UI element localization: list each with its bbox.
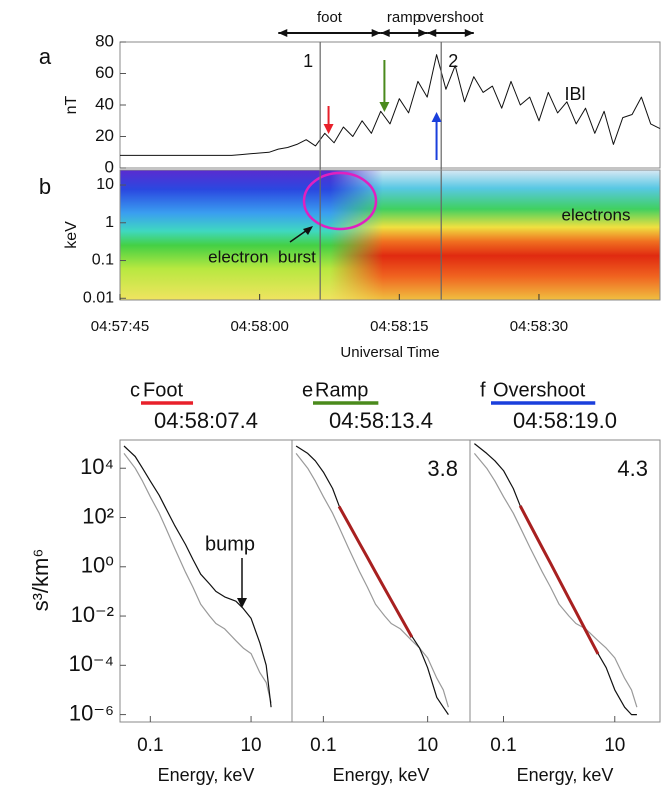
bump-arrow-head: [237, 598, 247, 608]
y-tick-label: 20: [95, 126, 114, 145]
panel-time: 04:58:19.0: [513, 408, 617, 433]
y-axis-label: nT: [63, 95, 80, 114]
annotation: bump: [205, 533, 255, 555]
y-tick-label: 10⁰: [81, 553, 114, 578]
spectrogram-right: [330, 170, 660, 300]
annotation: electron burst: [208, 247, 316, 266]
data-line: [120, 54, 661, 156]
x-tick-label: 04:58:15: [370, 318, 428, 335]
panel-label: f: [480, 379, 486, 401]
y-tick-label: 60: [95, 63, 114, 82]
annotation: electrons: [562, 205, 631, 224]
annotation: IBl: [564, 84, 585, 104]
x-tick-label: 10: [604, 735, 625, 756]
arrow-head: [427, 29, 437, 37]
time-arrow-head: [379, 102, 390, 112]
data-line: [474, 443, 637, 716]
arrow-head: [371, 29, 381, 37]
y-tick-label: 10⁻²: [71, 602, 114, 627]
arrow-head: [380, 29, 390, 37]
burst-circle: [302, 171, 378, 231]
panel-label: b: [39, 174, 51, 199]
x-axis-label: Energy, keV: [158, 765, 255, 785]
y-tick-label: 10⁻⁶: [69, 700, 114, 725]
y-tick-label: 10⁻⁴: [68, 651, 114, 676]
burst-pointer-head: [303, 226, 313, 235]
arrow-head: [464, 29, 474, 37]
y-tick-label: 0: [105, 157, 114, 176]
bump-pointer: [237, 558, 247, 608]
plot-frame: [119, 169, 661, 301]
x-tick-label: 10: [417, 735, 438, 756]
data-line: [295, 445, 449, 715]
x-tick-label: 0.1: [310, 735, 336, 756]
y-tick-label: 10: [96, 176, 114, 193]
y-tick-label: 10⁴: [80, 454, 114, 479]
y-axis-label: s³/km⁶: [28, 549, 53, 612]
x-axis-label: Energy, keV: [333, 765, 430, 785]
panel-title: Ramp: [315, 379, 368, 401]
x-tick-label: 10: [240, 735, 261, 756]
x-axis-label: Universal Time: [340, 344, 439, 361]
y-tick-label: 80: [95, 31, 114, 50]
interval-label: overshoot: [418, 9, 485, 26]
x-tick-label: 04:57:45: [91, 318, 149, 335]
interval-label: ramp: [387, 9, 421, 26]
spectrogram-image: [120, 170, 660, 300]
data-line: [123, 453, 272, 703]
data-line: [337, 505, 414, 638]
x-tick-label: 0.1: [490, 735, 516, 756]
arrow-head: [278, 29, 288, 37]
panel-label: a: [39, 44, 52, 69]
plot-frame: [119, 439, 293, 723]
panel-label: e: [302, 379, 313, 401]
fit-index: 4.3: [617, 456, 648, 481]
panel-title: Overshoot: [493, 379, 586, 401]
interval-label: foot: [317, 9, 343, 26]
plot-frame: [119, 41, 661, 169]
x-tick-label: 0.1: [137, 735, 163, 756]
arrow-head: [418, 29, 428, 37]
x-tick-label: 04:58:00: [230, 318, 288, 335]
y-tick-label: 0.1: [92, 252, 114, 269]
y-tick-label: 1: [105, 214, 114, 231]
panel-title: Foot: [143, 379, 183, 401]
y-axis-label: keV: [63, 221, 80, 249]
panel-label: c: [130, 379, 140, 401]
data-line: [123, 445, 272, 708]
time-arrow-head: [323, 124, 334, 134]
plot-frame: [469, 439, 661, 723]
y-tick-label: 40: [95, 94, 114, 113]
x-tick-label: 04:58:30: [510, 318, 568, 335]
y-tick-label: 0.01: [83, 289, 114, 306]
fit-index: 3.8: [427, 456, 458, 481]
x-axis-label: Energy, keV: [517, 765, 614, 785]
data-line: [473, 453, 638, 708]
panel-time: 04:58:07.4: [154, 408, 258, 433]
data-line: [295, 453, 449, 708]
marker-label: 1: [303, 51, 313, 71]
data-line: [518, 505, 600, 655]
time-arrow-head: [431, 112, 442, 122]
marker-label: 2: [448, 51, 458, 71]
y-tick-label: 10²: [82, 503, 114, 528]
panel-time: 04:58:13.4: [329, 408, 433, 433]
